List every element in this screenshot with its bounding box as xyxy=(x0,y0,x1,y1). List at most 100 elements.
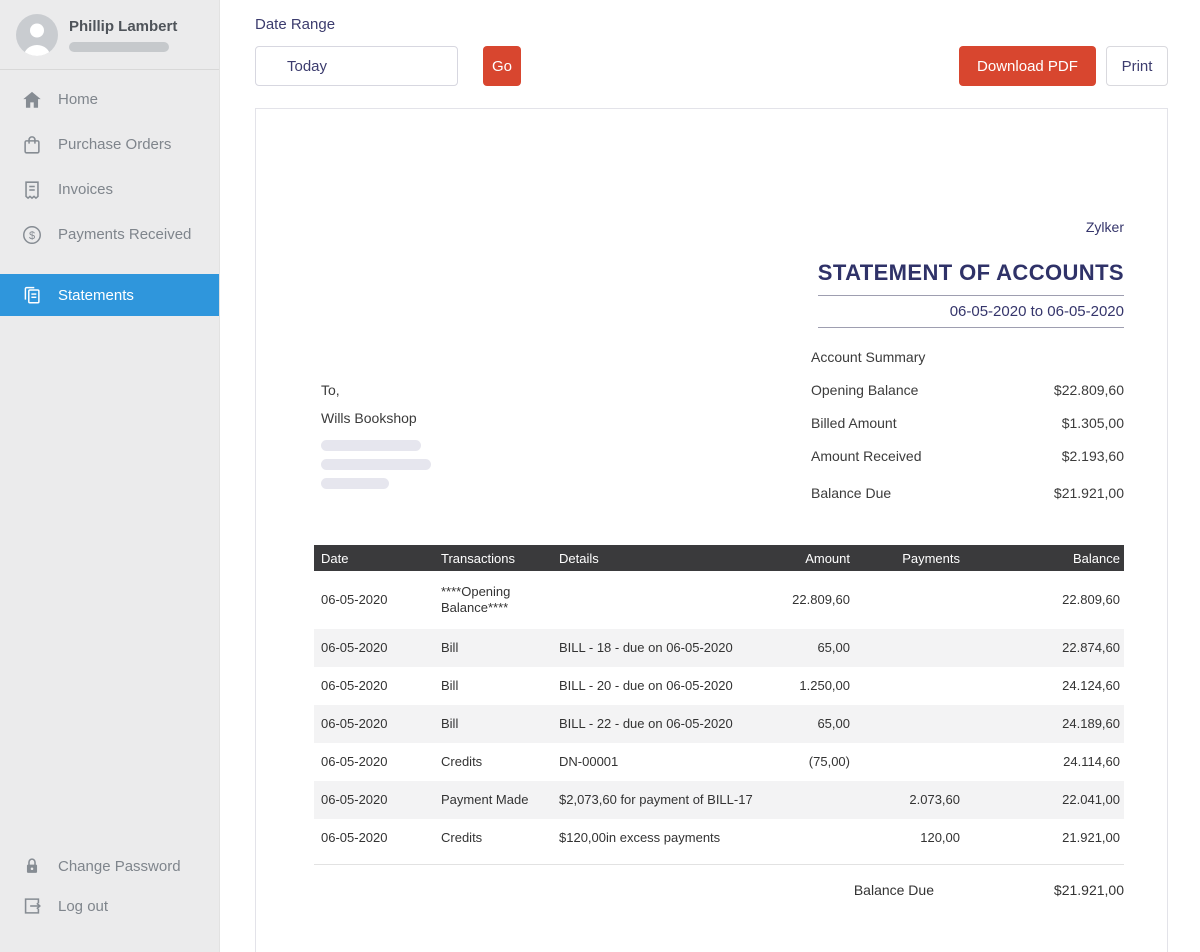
account-summary-heading: Account Summary xyxy=(811,349,926,365)
main-content: Date Range Today Go Download PDF Print Z… xyxy=(220,0,1200,952)
cell-transaction: Bill xyxy=(441,678,459,693)
cell-amount: 65,00 xyxy=(817,716,850,731)
cell-balance: 24.124,60 xyxy=(1062,678,1120,693)
cell-transaction: Credits xyxy=(441,830,483,845)
cell-transaction: Bill xyxy=(441,716,459,731)
column-header-balance: Balance xyxy=(964,545,1124,571)
sidebar-item-label: Invoices xyxy=(58,181,114,198)
summary-label: Billed Amount xyxy=(811,415,897,431)
summary-value: $2.193,60 xyxy=(1061,448,1124,464)
summary-row-balance-due: Balance Due $21.921,00 xyxy=(811,485,1124,501)
avatar xyxy=(16,13,58,56)
statement-period: 06-05-2020 to 06-05-2020 xyxy=(817,296,1124,328)
cell-balance: 22.809,60 xyxy=(1062,592,1120,607)
column-header-payments: Payments xyxy=(854,545,964,571)
cell-date: 06-05-2020 xyxy=(321,716,388,731)
cell-amount: 22.809,60 xyxy=(792,592,850,607)
cell-details: BILL - 22 - due on 06-05-2020 xyxy=(559,716,733,731)
account-summary: Account Summary Opening Balance $22.809,… xyxy=(811,349,1124,518)
invoices-icon xyxy=(20,178,44,202)
column-header-details: Details xyxy=(552,545,764,571)
statement-title-block: STATEMENT OF ACCOUNTS 06-05-2020 to 06-0… xyxy=(817,260,1124,328)
cell-date: 06-05-2020 xyxy=(321,830,388,845)
cell-amount xyxy=(764,781,854,819)
summary-row-billed-amount: Billed Amount $1.305,00 xyxy=(811,415,1124,431)
sidebar-item-home[interactable]: Home xyxy=(0,77,219,122)
profile-name: Phillip Lambert xyxy=(69,17,178,35)
statement-title: STATEMENT OF ACCOUNTS xyxy=(817,260,1124,296)
date-range-select[interactable]: Today xyxy=(255,46,458,86)
cell-details: DN-00001 xyxy=(559,754,619,769)
cell-payments: 120,00 xyxy=(920,830,960,845)
balance-due-value: $21.921,00 xyxy=(1053,882,1124,898)
cell-details xyxy=(552,571,764,629)
print-button[interactable]: Print xyxy=(1106,46,1168,86)
cell-amount: 65,00 xyxy=(817,640,850,655)
sidebar-item-invoices[interactable]: Invoices xyxy=(0,167,219,212)
home-icon xyxy=(20,88,44,112)
profile-placeholder-bar xyxy=(69,41,169,52)
table-row: 06-05-2020 Bill BILL - 22 - due on 06-05… xyxy=(314,705,1124,743)
cell-balance: 22.874,60 xyxy=(1062,640,1120,655)
change-password-button[interactable]: Change Password xyxy=(0,846,219,886)
column-header-transactions: Transactions xyxy=(434,545,552,571)
to-label: To, xyxy=(321,382,340,398)
recipient-block: To, Wills Bookshop xyxy=(321,382,431,489)
change-password-label: Change Password xyxy=(58,857,181,875)
logout-button[interactable]: Log out xyxy=(0,886,219,926)
statement-document: Zylker STATEMENT OF ACCOUNTS 06-05-2020 … xyxy=(255,108,1168,952)
table-row: 06-05-2020 Bill BILL - 20 - due on 06-05… xyxy=(314,667,1124,705)
address-placeholder-bar xyxy=(321,478,389,489)
sidebar-item-statements[interactable]: Statements xyxy=(0,274,219,316)
logout-icon xyxy=(20,894,44,918)
cell-amount: (75,00) xyxy=(808,754,850,769)
logout-label: Log out xyxy=(58,897,109,915)
cell-date: 06-05-2020 xyxy=(321,792,388,807)
table-row: 06-05-2020 ****Opening Balance**** 22.80… xyxy=(314,571,1124,629)
summary-label: Balance Due xyxy=(811,485,892,501)
summary-label: Amount Received xyxy=(811,448,922,464)
table-row: 06-05-2020 Payment Made $2,073,60 for pa… xyxy=(314,781,1124,819)
cell-payments xyxy=(854,743,964,781)
column-header-amount: Amount xyxy=(764,545,854,571)
cell-balance: 21.921,00 xyxy=(1062,830,1120,845)
cell-balance: 22.041,00 xyxy=(1062,792,1120,807)
cell-payments xyxy=(854,629,964,667)
summary-value: $1.305,00 xyxy=(1061,415,1124,431)
sidebar-item-label: Home xyxy=(58,91,99,108)
person-icon xyxy=(24,23,50,56)
date-range-value: Today xyxy=(287,57,328,75)
cell-transaction: Bill xyxy=(441,640,459,655)
cell-transaction: Credits xyxy=(441,754,483,769)
cell-payments xyxy=(854,571,964,629)
cell-amount xyxy=(764,819,854,857)
sidebar-item-label: Payments Received xyxy=(58,226,192,243)
cell-date: 06-05-2020 xyxy=(321,592,388,607)
purchase-orders-icon xyxy=(20,133,44,157)
cell-transaction: ****Opening Balance**** xyxy=(441,584,511,615)
sidebar-item-label: Purchase Orders xyxy=(58,136,172,153)
sidebar-item-purchase-orders[interactable]: Purchase Orders xyxy=(0,122,219,167)
transactions-table: Date Transactions Details Amount Payment… xyxy=(314,545,1124,857)
summary-label: Opening Balance xyxy=(811,382,919,398)
cell-payments xyxy=(854,705,964,743)
cell-details: BILL - 20 - due on 06-05-2020 xyxy=(559,678,733,693)
summary-row-opening-balance: Opening Balance $22.809,60 xyxy=(811,382,1124,398)
address-placeholder-bar xyxy=(321,440,421,451)
cell-date: 06-05-2020 xyxy=(321,754,388,769)
summary-value: $22.809,60 xyxy=(1053,382,1124,398)
organization-name: Zylker xyxy=(1085,219,1124,235)
download-pdf-button[interactable]: Download PDF xyxy=(959,46,1096,86)
cell-date: 06-05-2020 xyxy=(321,640,388,655)
go-button[interactable]: Go xyxy=(483,46,521,86)
sidebar-item-label: Statements xyxy=(58,286,134,304)
sidebar-footer: Change Password Log out xyxy=(0,846,219,952)
lock-icon xyxy=(20,854,44,878)
summary-row-amount-received: Amount Received $2.193,60 xyxy=(811,448,1124,464)
sidebar-nav: Home Purchase Orders xyxy=(0,70,219,316)
cell-payments: 2.073,60 xyxy=(909,792,960,807)
sidebar: Phillip Lambert Home xyxy=(0,0,220,952)
sidebar-item-payments-received[interactable]: $ Payments Received xyxy=(0,212,219,257)
cell-details: $2,073,60 for payment of BILL-17 xyxy=(559,792,753,807)
